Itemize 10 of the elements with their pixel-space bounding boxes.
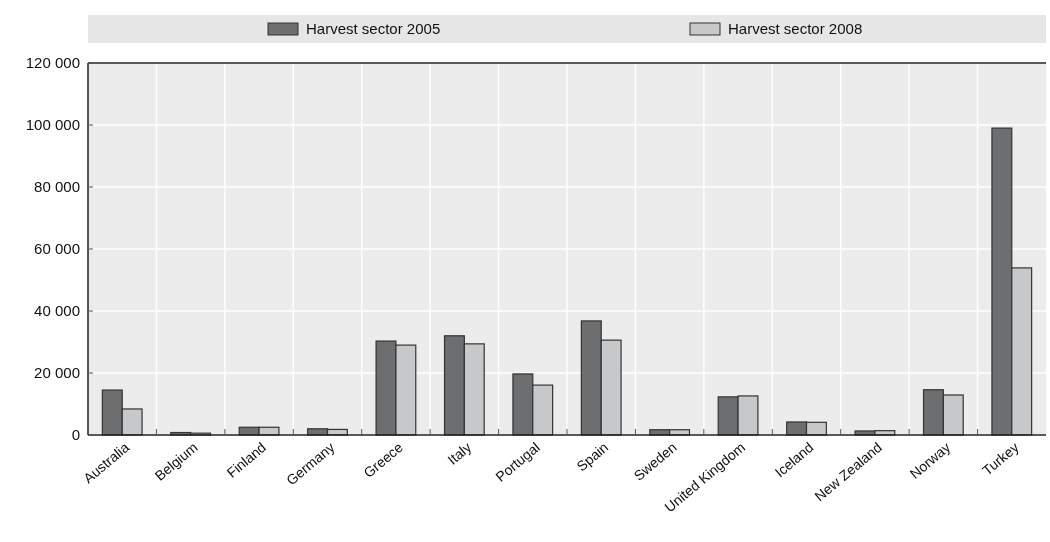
x-tick-label: Italy — [444, 439, 475, 468]
y-tick-label: 60 000 — [34, 240, 80, 258]
y-tick-label: 40 000 — [34, 302, 80, 320]
y-tick-label: 0 — [71, 426, 80, 444]
y-tick-label: 20 000 — [34, 364, 80, 382]
y-tick-label: 80 000 — [34, 178, 80, 196]
legend-label: Harvest sector 2008 — [728, 20, 863, 38]
legend-label: Harvest sector 2005 — [306, 20, 441, 38]
y-tick-label: 120 000 — [25, 54, 80, 72]
y-tick-label: 100 000 — [25, 116, 80, 134]
